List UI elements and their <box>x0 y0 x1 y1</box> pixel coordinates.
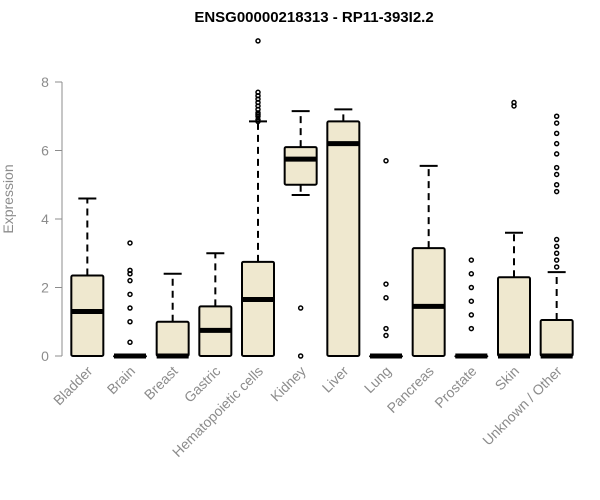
x-label-prostate: Prostate <box>431 363 479 411</box>
x-label-gastric: Gastric <box>181 363 224 406</box>
outlier-point <box>127 291 133 298</box>
outlier-point <box>127 277 133 284</box>
box-rect <box>70 274 105 358</box>
outlier-point <box>553 171 560 178</box>
outlier-point <box>553 243 560 250</box>
outlier-point <box>553 130 560 137</box>
outlier-point <box>553 236 560 243</box>
y-tick-label-4: 4 <box>41 211 49 227</box>
x-label-pancreas: Pancreas <box>384 363 437 416</box>
box-hematopoietic-cells <box>241 38 275 357</box>
box-brain <box>113 240 147 359</box>
outlier-point <box>553 113 560 119</box>
outlier-point <box>553 257 560 263</box>
outlier-point <box>127 339 133 346</box>
outlier-point <box>468 312 475 318</box>
outlier-point <box>383 158 389 164</box>
outlier-point <box>297 305 304 311</box>
outlier-point <box>297 353 304 359</box>
outlier-point <box>553 182 560 188</box>
box-prostate <box>454 257 489 359</box>
y-tick-label-6: 6 <box>41 143 49 159</box>
y-tick-label-2: 2 <box>41 280 49 296</box>
box-rect <box>539 319 574 358</box>
boxes-group <box>70 38 574 359</box>
x-label-breast: Breast <box>141 363 181 403</box>
outlier-point <box>383 281 389 287</box>
outlier-point <box>127 267 133 274</box>
outlier-point <box>127 319 133 325</box>
outlier-point <box>383 332 389 339</box>
outlier-point <box>468 271 475 277</box>
x-label-lung: Lung <box>361 363 394 396</box>
outlier-point <box>468 257 475 263</box>
outlier-point <box>255 89 261 96</box>
outlier-point <box>511 99 517 106</box>
outlier-point <box>553 250 560 256</box>
box-rect <box>411 247 446 357</box>
outlier-point <box>553 120 560 126</box>
y-tick-label-0: 0 <box>41 348 49 364</box>
outlier-point <box>553 188 560 195</box>
outlier-point <box>255 38 261 44</box>
box-rect <box>497 276 531 358</box>
x-label-liver: Liver <box>319 363 352 396</box>
box-breast <box>155 272 190 359</box>
box-pancreas <box>411 164 446 357</box>
outlier-point <box>468 298 475 304</box>
outlier-point <box>127 240 133 246</box>
y-axis: 0 2 4 6 8 <box>41 74 63 364</box>
box-rect <box>326 120 361 357</box>
x-label-bladder: Bladder <box>50 363 96 409</box>
outlier-point <box>468 325 475 332</box>
box-liver <box>326 108 361 357</box>
x-label-unknown-other: Unknown / Other <box>479 363 565 449</box>
outlier-point <box>468 284 475 291</box>
x-label-skin: Skin <box>492 363 523 394</box>
box-gastric <box>198 252 233 357</box>
box-rect <box>283 146 318 186</box>
outlier-point <box>553 264 560 270</box>
box-unknown-other <box>539 113 574 359</box>
box-skin <box>497 99 531 359</box>
outlier-point <box>553 164 560 171</box>
x-label-kidney: Kidney <box>267 363 309 405</box>
box-lung <box>369 158 403 359</box>
y-axis-label: Expression <box>0 164 16 233</box>
outlier-point <box>553 151 560 157</box>
outlier-point <box>383 295 389 301</box>
box-kidney <box>283 110 318 359</box>
box-rect <box>241 260 275 357</box>
outlier-point <box>553 140 560 147</box>
y-tick-label-8: 8 <box>41 74 49 90</box>
x-label-brain: Brain <box>104 363 138 397</box>
outlier-point <box>127 305 133 311</box>
outlier-point <box>383 325 389 332</box>
box-rect <box>155 320 190 357</box>
chart-title: ENSG00000218313 - RP11-393I2.2 <box>194 9 433 26</box>
box-bladder <box>70 197 105 358</box>
